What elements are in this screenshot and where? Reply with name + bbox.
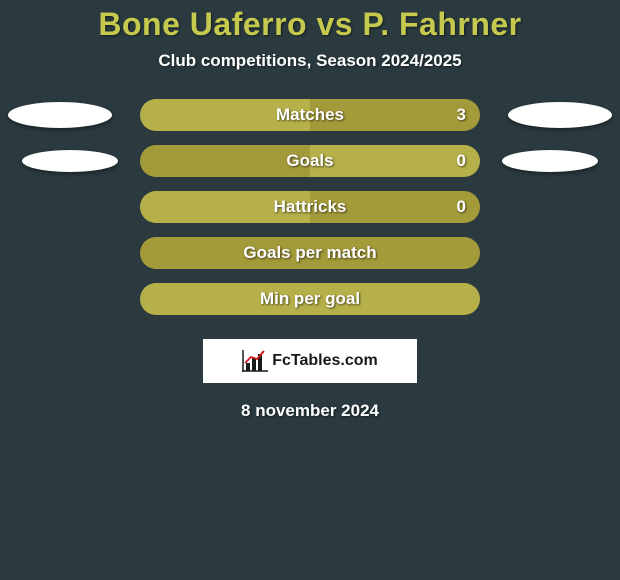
stat-label: Matches <box>276 105 344 125</box>
stat-bar: Goals 0 <box>140 145 480 177</box>
stat-row: Min per goal <box>0 283 620 315</box>
stat-bar: Matches 3 <box>140 99 480 131</box>
stat-label: Hattricks <box>274 197 347 217</box>
player-marker-left <box>8 102 112 128</box>
bar-right-half <box>310 145 480 177</box>
fctables-chart-icon <box>242 350 268 372</box>
stat-row: Hattricks 0 <box>0 191 620 223</box>
stat-value-right: 3 <box>457 105 466 125</box>
page-title: Bone Uaferro vs P. Fahrner <box>0 6 620 43</box>
stat-label: Goals <box>286 151 333 171</box>
bar-left-half <box>140 145 310 177</box>
stat-row: Goals per match <box>0 237 620 269</box>
logo-box: FcTables.com <box>203 339 417 383</box>
player-marker-left <box>22 150 118 172</box>
date-text: 8 november 2024 <box>0 401 620 421</box>
logo-text: FcTables.com <box>272 352 378 370</box>
stat-bar: Min per goal <box>140 283 480 315</box>
stat-bar: Goals per match <box>140 237 480 269</box>
stat-label: Goals per match <box>243 243 376 263</box>
stat-rows: Matches 3 Goals 0 Hattricks 0 Goals per match M… <box>0 99 620 315</box>
stat-value-right: 0 <box>457 197 466 217</box>
player-marker-right <box>502 150 598 172</box>
stat-value-right: 0 <box>457 151 466 171</box>
stat-label: Min per goal <box>260 289 360 309</box>
stat-row: Matches 3 <box>0 99 620 131</box>
subtitle: Club competitions, Season 2024/2025 <box>0 51 620 71</box>
player-marker-right <box>508 102 612 128</box>
stat-bar: Hattricks 0 <box>140 191 480 223</box>
stat-row: Goals 0 <box>0 145 620 177</box>
